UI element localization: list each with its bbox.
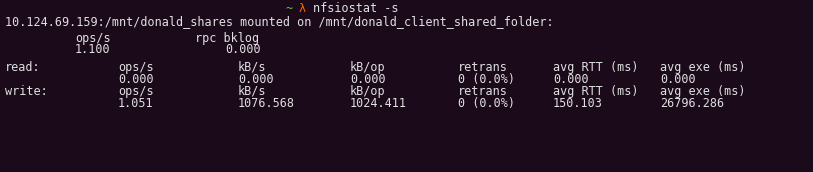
Text: write:: write: [5,85,48,98]
Text: 0.000: 0.000 [118,73,154,86]
Text: rpc bklog: rpc bklog [195,32,259,45]
Text: kB/op: kB/op [350,85,385,98]
Text: avg RTT (ms): avg RTT (ms) [553,61,638,74]
Text: 1.051: 1.051 [118,97,154,110]
Text: retrans: retrans [458,61,508,74]
Text: 0.000: 0.000 [225,43,261,56]
Text: 0 (0.0%): 0 (0.0%) [458,73,515,86]
Text: kB/s: kB/s [238,85,267,98]
Text: ~: ~ [285,2,292,15]
Text: 26796.286: 26796.286 [660,97,724,110]
Text: 10.124.69.159:/mnt/donald_shares mounted on /mnt/donald_client_shared_folder:: 10.124.69.159:/mnt/donald_shares mounted… [5,15,554,28]
Text: 0.000: 0.000 [553,73,589,86]
Text: avg exe (ms): avg exe (ms) [660,85,746,98]
Text: 0.000: 0.000 [660,73,696,86]
Text: 1024.411: 1024.411 [350,97,407,110]
Text: retrans: retrans [458,85,508,98]
Text: λ: λ [299,2,307,15]
Text: kB/s: kB/s [238,61,267,74]
Text: avg exe (ms): avg exe (ms) [660,61,746,74]
Text: nfsiostat -s: nfsiostat -s [313,2,398,15]
Text: kB/op: kB/op [350,61,385,74]
Text: ops/s: ops/s [118,85,154,98]
Text: 0 (0.0%): 0 (0.0%) [458,97,515,110]
Text: 0.000: 0.000 [350,73,385,86]
Text: ops/s: ops/s [75,32,111,45]
Text: 0.000: 0.000 [238,73,274,86]
Text: ops/s: ops/s [118,61,154,74]
Text: 150.103: 150.103 [553,97,603,110]
Text: avg RTT (ms): avg RTT (ms) [553,85,638,98]
Text: 1076.568: 1076.568 [238,97,295,110]
Text: read:: read: [5,61,41,74]
Text: 1.100: 1.100 [75,43,111,56]
